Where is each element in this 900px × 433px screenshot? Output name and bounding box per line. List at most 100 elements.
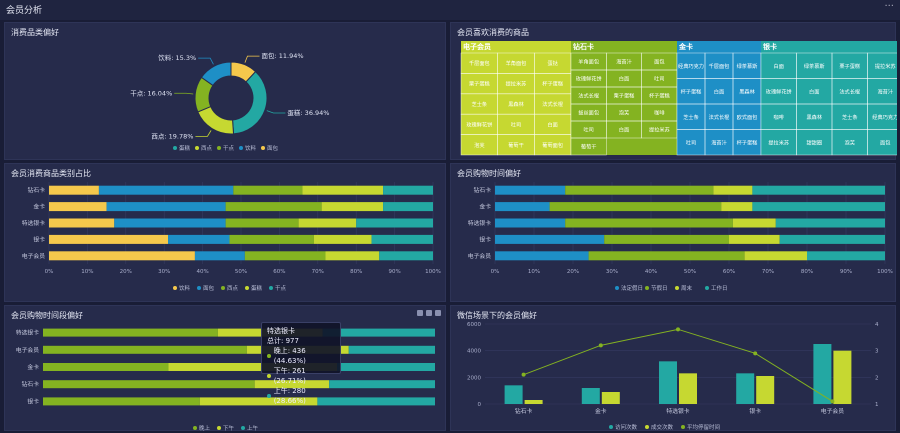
legend-marker xyxy=(217,426,221,430)
bar-segment xyxy=(775,218,885,228)
treemap-cell-label: 海苔汁 xyxy=(877,87,893,95)
treemap-cell xyxy=(570,137,607,156)
bar-segment xyxy=(199,397,318,406)
treemap-cell-label: 海苔汁 xyxy=(711,138,727,146)
legend-marker xyxy=(645,286,649,290)
download-icon[interactable] xyxy=(435,310,441,316)
treemap-cell-label: 千层面包 xyxy=(709,62,730,70)
x-tick-label: 60% xyxy=(273,269,285,275)
bar-segment xyxy=(495,185,566,195)
y-category-label: 钻石卡 xyxy=(28,186,46,194)
treemap-cell-label: 吐司 xyxy=(511,120,521,128)
y-category-label: 钻石卡 xyxy=(22,380,40,388)
panel-title: 会员购物时间段偏好 xyxy=(11,311,83,320)
treemap-cell-label: 芝士条 xyxy=(842,113,858,121)
x-tick-label: 80% xyxy=(350,269,362,275)
y-category-label: 电子会员 xyxy=(468,252,491,260)
bar-segment xyxy=(371,234,433,244)
x-tick-label: 10% xyxy=(528,269,540,275)
x-tick-label: 40% xyxy=(645,269,657,275)
legend-label: 西点 xyxy=(227,285,239,292)
treemap-cell-label: 吐司 xyxy=(583,126,593,134)
bar-segment xyxy=(495,218,566,228)
bar-segment xyxy=(779,234,885,244)
treemap-cell-label: 法式长棍 xyxy=(578,92,599,100)
donut-leader-line xyxy=(174,92,194,95)
bar-segment xyxy=(43,345,247,354)
stacked-bar-chart: 0% 10% 20% 30% 40% 50% 60% 70% 80% 90% 100% 钻石卡金卡特选… xyxy=(468,182,893,292)
panel-favorite-products: 会员喜欢消费的商品 电子会员 千层面包 羊角面包 蛋挞 栗子蛋糕 提拉米苏 杯子蛋糕 芝士条黑… xyxy=(450,22,897,160)
treemap-cell-label: 白面 xyxy=(714,87,724,95)
panel-time-preference: 会员购物时间偏好 0% 10% 20% 30% 40% 50% 60% 70% 80% 90% 10… xyxy=(450,163,896,302)
treemap-cell-label: 玫瑰鲜花饼 xyxy=(466,120,492,128)
legend-marker xyxy=(609,425,613,429)
bar-segment xyxy=(313,234,372,244)
panel-toolbar xyxy=(417,310,441,316)
treemap-cell-label: 经典巧克力 xyxy=(872,113,897,121)
y-category-label: 特选银卡 xyxy=(22,219,45,227)
bar-segment xyxy=(495,251,589,261)
panel-title: 会员喜欢消费的商品 xyxy=(457,28,529,37)
bar xyxy=(504,385,523,404)
donut-label: 面包: 11.94% xyxy=(261,51,303,60)
bar-segment xyxy=(752,185,885,195)
treemap-cell-label: 葡萄干 xyxy=(581,143,597,151)
legend-label: 蛋糕 xyxy=(179,144,191,152)
legend-marker xyxy=(193,426,197,430)
treemap-cell-label: 吐司 xyxy=(686,138,696,146)
line-point xyxy=(753,351,758,356)
treemap-cell-label: 法式长棍 xyxy=(839,87,860,95)
x-tick-label: 100% xyxy=(425,269,441,275)
donut-label: 饮料: 15.3% xyxy=(158,53,196,62)
donut-chart: 面包: 11.94% 蛋糕: 36.94% 西点: 19.78% 干点: 16.04%… xyxy=(130,51,329,152)
x-tick-label: 90% xyxy=(840,269,852,275)
treemap-cell-label: 提拉米苏 xyxy=(506,80,527,88)
legend-label: 访问次数 xyxy=(615,423,638,431)
treemap-group-label: 钻石卡 xyxy=(573,42,594,51)
legend-marker xyxy=(269,286,273,290)
x-tick-label: 10% xyxy=(81,269,93,275)
bar-segment xyxy=(348,345,435,354)
y-category-label: 银卡 xyxy=(33,235,45,243)
treemap-cell-label: 泡芙 xyxy=(845,138,856,146)
bar-segment xyxy=(114,218,226,228)
more-icon[interactable]: ··· xyxy=(884,1,894,12)
bar-segment xyxy=(604,234,729,244)
treemap-cell-label: 葡萄干 xyxy=(508,141,524,149)
legend-label: 成交次数 xyxy=(651,423,674,431)
bar-segment xyxy=(325,251,380,261)
x-category-label: 银卡 xyxy=(749,407,761,415)
line-point xyxy=(521,372,526,377)
treemap-cell-label: 泡芙 xyxy=(619,109,630,117)
donut-label: 西点: 19.78% xyxy=(151,132,193,140)
refresh-icon[interactable] xyxy=(426,310,432,316)
top-bar: 会员分析 ··· xyxy=(0,0,900,20)
legend-marker xyxy=(239,146,243,150)
data-view-icon[interactable] xyxy=(417,310,423,316)
bar-segment xyxy=(383,185,433,195)
tooltip: 特选银卡 总计: 977 晚上: 436 (44.63%) 下午: 261 (2… xyxy=(261,322,341,405)
x-category-label: 金卡 xyxy=(595,407,607,415)
legend-marker xyxy=(245,286,249,290)
legend-marker xyxy=(195,146,199,150)
y-category-label: 银卡 xyxy=(479,235,491,243)
panel-title: 消费品类偏好 xyxy=(11,28,59,37)
treemap-cell-label: 面包 xyxy=(880,138,890,146)
legend-marker xyxy=(615,286,619,290)
treemap-cell-label: 栗子蛋糕 xyxy=(469,80,490,88)
x-tick-label: 80% xyxy=(801,269,813,275)
legend-marker xyxy=(241,426,245,430)
y-category-label: 金卡 xyxy=(27,363,39,371)
bar-segment xyxy=(49,185,99,195)
tooltip-row: 下午: 261 (26.71%) xyxy=(273,367,306,385)
y-category-label: 电子会员 xyxy=(22,252,45,260)
bar-segment xyxy=(329,380,435,389)
treemap-cell-label: 欧式面包 xyxy=(737,113,758,121)
tooltip-title: 特选银卡 xyxy=(267,327,295,335)
treemap-cell-label: 芝士条 xyxy=(472,100,488,108)
bar-segment xyxy=(713,185,753,195)
bar-segment xyxy=(225,202,322,212)
x-tick-label: 40% xyxy=(196,269,208,275)
treemap-cell-label: 白面 xyxy=(809,87,819,95)
page-title: 会员分析 xyxy=(6,6,43,16)
